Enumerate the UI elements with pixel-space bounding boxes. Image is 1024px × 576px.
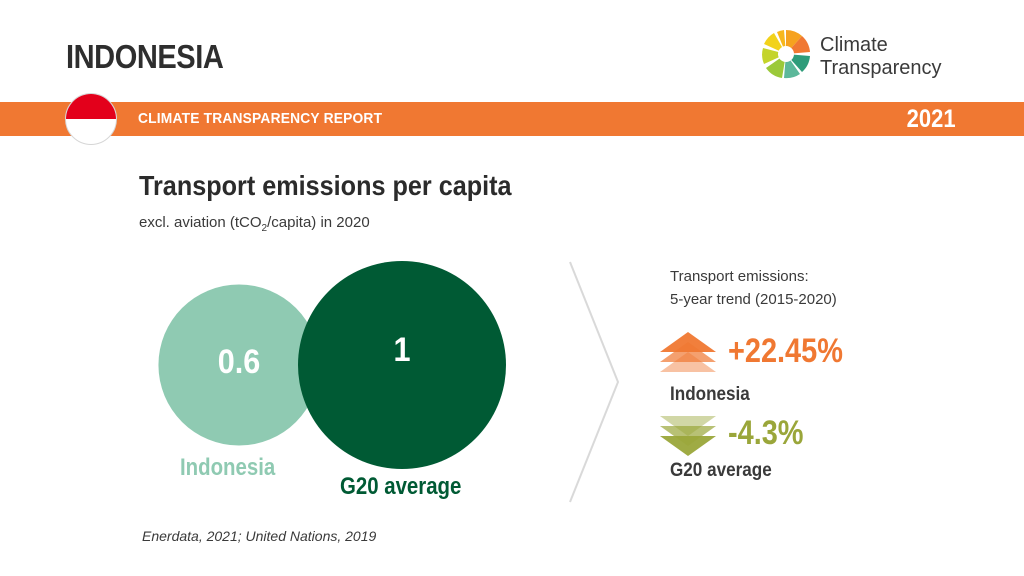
country-title: INDONESIA <box>66 38 224 75</box>
bubble-chart: 0.6 1 Indonesia G20 average <box>150 255 510 515</box>
bubble-chart-svg <box>158 261 506 469</box>
trend-title-line-1: Transport emissions: <box>670 268 809 285</box>
logo-line-1: Climate <box>820 34 888 56</box>
report-banner: CLIMATE TRANSPARENCY REPORT 2021 <box>0 102 1024 136</box>
up-arrow-icon <box>660 332 716 372</box>
banner-year: 2021 <box>907 105 956 133</box>
chevron-divider-icon <box>569 261 620 503</box>
source-note: Enerdata, 2021; United Nations, 2019 <box>142 528 377 544</box>
bubble-label-indonesia: Indonesia <box>180 453 276 481</box>
trend-title-line-2: 5-year trend (2015-2020) <box>670 291 837 308</box>
climate-transparency-logo: Climate Transparency <box>758 26 968 86</box>
subtitle-post: /capita) in 2020 <box>267 214 370 231</box>
subtitle-pre: excl. aviation (tCO <box>139 214 262 231</box>
bubble-g20-average <box>298 261 506 469</box>
subtitle-sub: 2 <box>261 223 268 234</box>
banner-label: CLIMATE TRANSPARENCY REPORT <box>138 110 383 127</box>
chart-title: Transport emissions per capita <box>139 170 512 201</box>
bubble-value-g20-average: 1 <box>393 331 411 369</box>
bubble-indonesia <box>158 284 320 446</box>
logo-line-2: Transparency <box>820 57 942 79</box>
logo-sunburst-icon <box>762 29 810 79</box>
indonesia-flag-icon <box>65 93 117 145</box>
trend-title: Transport emissions: 5-year trend (2015-… <box>670 265 837 311</box>
chart-subtitle: excl. aviation (tCO2/capita) in 2020 <box>139 214 370 234</box>
bubble-value-indonesia: 0.6 <box>217 343 261 381</box>
trend-value-indonesia: +22.45% <box>728 332 843 370</box>
down-arrow-icon <box>660 416 716 456</box>
bubble-label-g20-average: G20 average <box>340 473 462 500</box>
trend-value-g20-average: -4.3% <box>728 414 804 452</box>
trend-label-indonesia: Indonesia <box>670 384 750 405</box>
flag-red-band <box>66 94 116 119</box>
trend-label-g20-average: G20 average <box>670 460 772 481</box>
logo-wordmark: Climate Transparency <box>820 34 942 80</box>
